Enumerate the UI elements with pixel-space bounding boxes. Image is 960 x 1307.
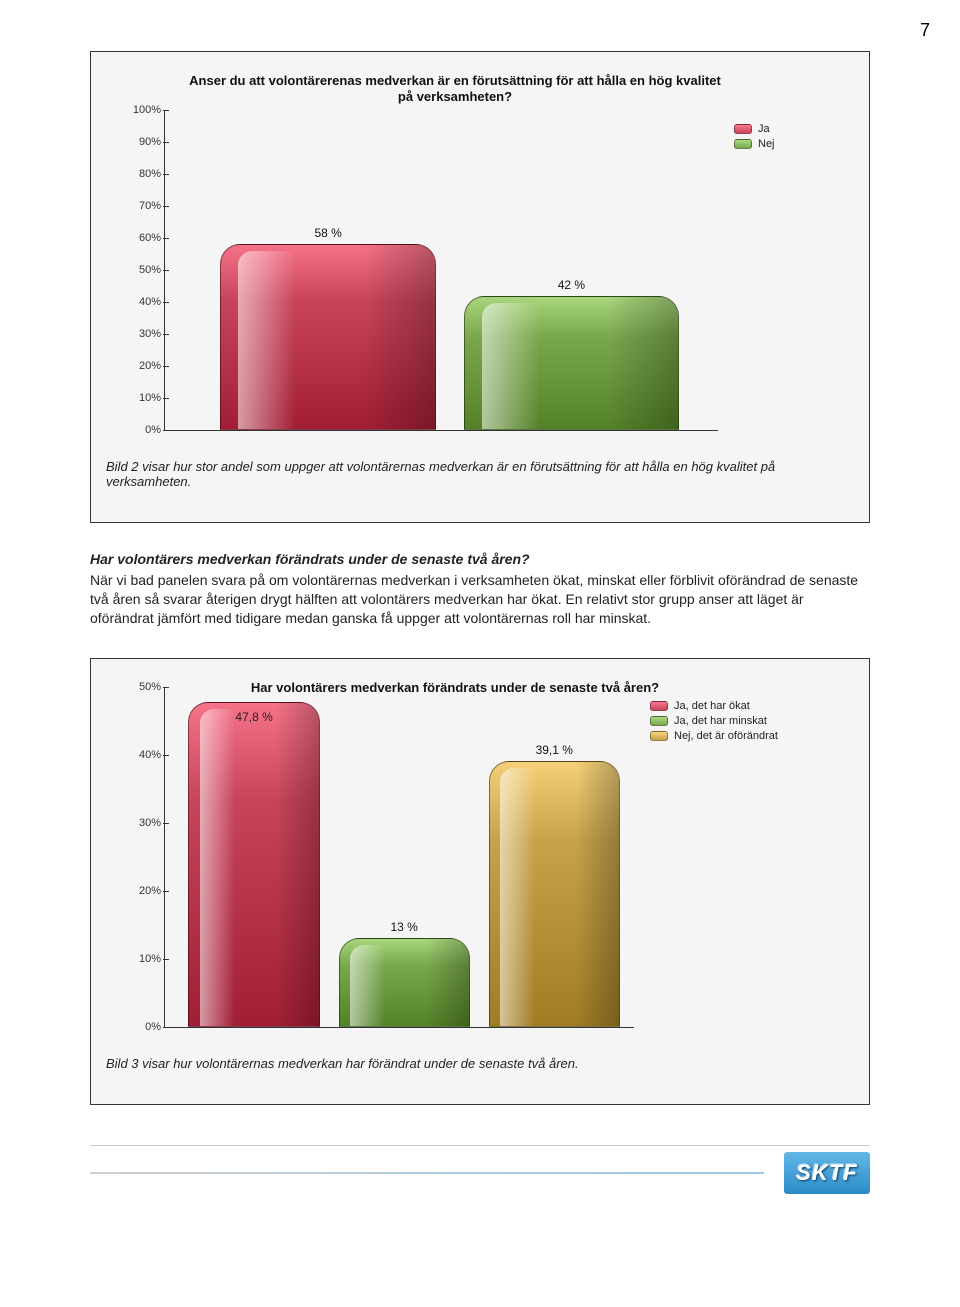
bar-fill bbox=[188, 702, 319, 1027]
legend-label: Ja, det har ökat bbox=[674, 700, 750, 712]
y-tick: 70% bbox=[121, 200, 161, 212]
y-tick: 80% bbox=[121, 168, 161, 180]
legend-swatch bbox=[650, 701, 668, 711]
legend-swatch bbox=[650, 731, 668, 741]
body-text: När vi bad panelen svara på om volontäre… bbox=[90, 571, 870, 628]
y-tick: 40% bbox=[121, 296, 161, 308]
y-tick: 20% bbox=[121, 360, 161, 372]
legend-label: Ja bbox=[758, 123, 770, 135]
chart1-box: Anser du att volontärerenas medverkan är… bbox=[90, 51, 870, 523]
y-tick: 10% bbox=[121, 953, 161, 965]
y-tick: 90% bbox=[121, 136, 161, 148]
page-number: 7 bbox=[90, 20, 930, 41]
bar-fill bbox=[339, 938, 470, 1026]
bar: 42 % bbox=[464, 296, 680, 430]
legend-item: Ja, det har ökat bbox=[650, 700, 778, 712]
legend-label: Nej, det är oförändrat bbox=[674, 730, 778, 742]
plot-area: 0%10%20%30%40%50%47,8 %13 %39,1 % bbox=[164, 688, 634, 1028]
legend: Ja Nej bbox=[734, 123, 775, 153]
bar-fill bbox=[464, 296, 680, 430]
legend-swatch bbox=[734, 124, 752, 134]
legend: Ja, det har ökat Ja, det har minskat Nej, … bbox=[650, 700, 778, 745]
chart2-box: Har volontärers medverkan förändrats und… bbox=[90, 658, 870, 1105]
question-heading: Har volontärers medverkan förändrats und… bbox=[90, 551, 870, 567]
legend-label: Nej bbox=[758, 138, 775, 150]
legend-label: Ja, det har minskat bbox=[674, 715, 767, 727]
logo-text: SKTF bbox=[796, 1160, 857, 1186]
bar-fill bbox=[220, 244, 436, 430]
bar: 58 % bbox=[220, 244, 436, 430]
footer-rule bbox=[90, 1172, 764, 1174]
y-tick: 50% bbox=[121, 264, 161, 276]
y-tick: 20% bbox=[121, 885, 161, 897]
bar: 39,1 % bbox=[489, 761, 620, 1027]
legend-item: Nej bbox=[734, 138, 775, 150]
bar-label: 42 % bbox=[464, 278, 680, 292]
bar: 47,8 % bbox=[188, 702, 319, 1027]
legend-item: Nej, det är oförändrat bbox=[650, 730, 778, 742]
chart2: Har volontärers medverkan förändrats und… bbox=[106, 674, 854, 1044]
page-footer: SKTF bbox=[90, 1145, 870, 1194]
bar-label: 58 % bbox=[220, 226, 436, 240]
bar: 13 % bbox=[339, 938, 470, 1026]
chart-title: Anser du att volontärerenas medverkan är… bbox=[186, 73, 724, 106]
legend-swatch bbox=[650, 716, 668, 726]
chart1-caption: Bild 2 visar hur stor andel som uppger a… bbox=[106, 459, 854, 489]
legend-item: Ja bbox=[734, 123, 775, 135]
y-tick: 0% bbox=[121, 1021, 161, 1033]
y-tick: 60% bbox=[121, 232, 161, 244]
sktf-logo: SKTF bbox=[784, 1152, 870, 1194]
y-tick: 0% bbox=[121, 424, 161, 436]
bar-fill bbox=[489, 761, 620, 1027]
bar-label: 13 % bbox=[339, 920, 470, 934]
y-tick: 100% bbox=[121, 104, 161, 116]
plot-area: 0%10%20%30%40%50%60%70%80%90%100%58 %42 … bbox=[164, 111, 718, 431]
y-tick: 40% bbox=[121, 749, 161, 761]
bar-label: 47,8 % bbox=[188, 710, 319, 724]
y-tick: 30% bbox=[121, 817, 161, 829]
chart1: Anser du att volontärerenas medverkan är… bbox=[106, 67, 854, 447]
y-tick: 50% bbox=[121, 681, 161, 693]
y-tick: 30% bbox=[121, 328, 161, 340]
chart2-caption: Bild 3 visar hur volontärernas medverkan… bbox=[106, 1056, 854, 1071]
bar-label: 39,1 % bbox=[489, 743, 620, 757]
legend-swatch bbox=[734, 139, 752, 149]
legend-item: Ja, det har minskat bbox=[650, 715, 778, 727]
y-tick: 10% bbox=[121, 392, 161, 404]
